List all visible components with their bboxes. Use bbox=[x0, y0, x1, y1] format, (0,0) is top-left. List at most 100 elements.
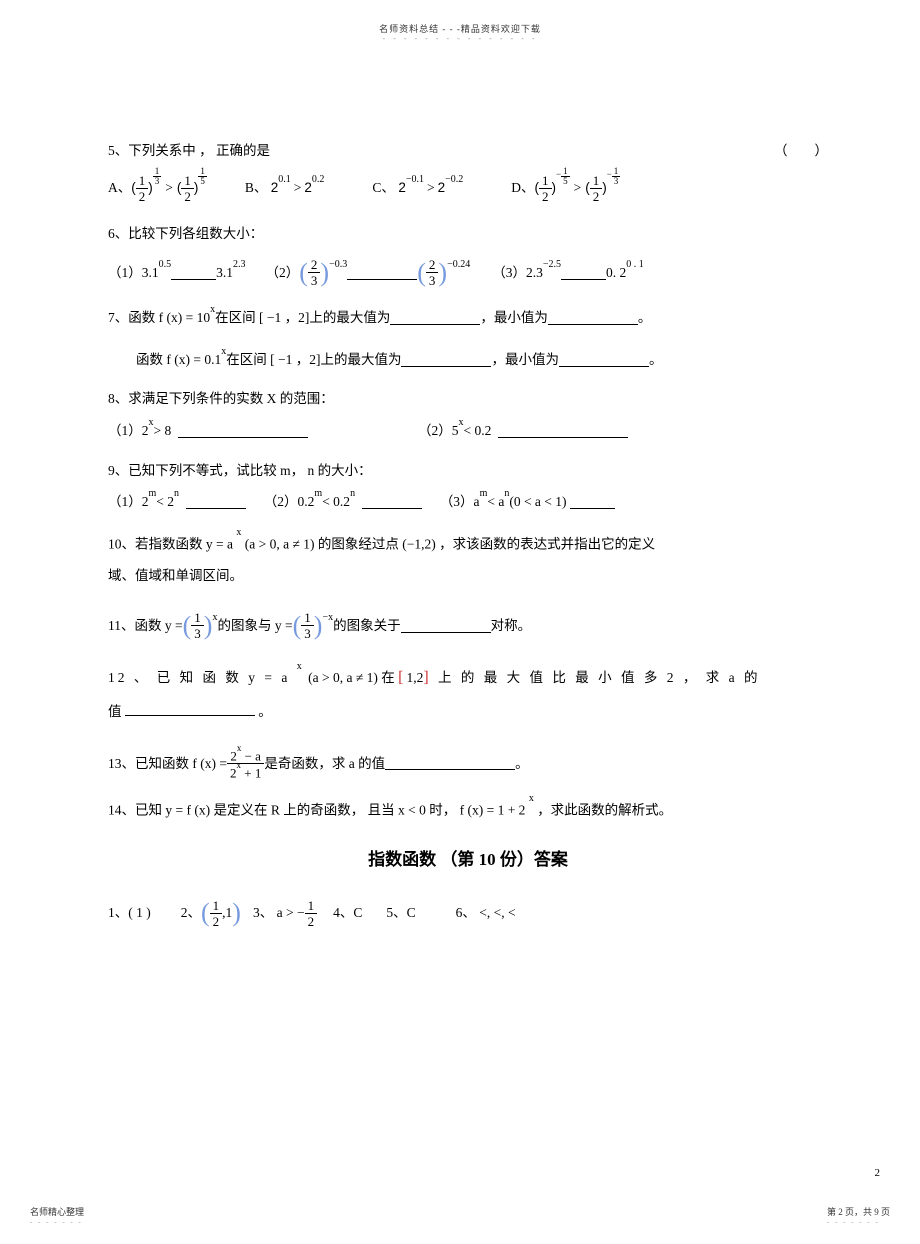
q6-p3-mid: 0. 2 bbox=[606, 262, 626, 284]
q8-p2-sup: x bbox=[459, 415, 464, 431]
answer-title: 指数函数 （第 10 份）答案 bbox=[108, 846, 828, 873]
c-sup1: −0.1 bbox=[406, 172, 424, 188]
optB-label: B、 bbox=[245, 177, 268, 199]
ans-6: 6、 <, <, < bbox=[456, 902, 516, 924]
b-base: 2 bbox=[271, 177, 279, 199]
q12-e: 。 bbox=[258, 704, 272, 719]
q5-prompt: 5、下列关系中 ， 正确的是 bbox=[108, 143, 270, 158]
q8-p2: （2）5 bbox=[418, 420, 459, 442]
ans-1: 1、( 1 ) bbox=[108, 902, 151, 924]
rparen-icon: ) bbox=[204, 613, 213, 639]
q11-b: 的图象与 y = bbox=[217, 615, 292, 637]
footer-dots: - - - - - - - bbox=[30, 1218, 84, 1226]
footer-dots: - - - - - - - bbox=[827, 1218, 890, 1226]
frac-num: 1 bbox=[136, 174, 149, 189]
lparen-icon: ( bbox=[183, 613, 192, 639]
ds: x bbox=[236, 760, 241, 770]
q6-p3-sup1: −2.5 bbox=[543, 257, 561, 273]
q6-p3-label: （3）2.3 bbox=[492, 262, 543, 284]
b-sup1: 0.1 bbox=[278, 172, 291, 188]
question-5: 5、下列关系中 ， 正确的是 （ ） A、 ( 12 ) 13 > ( 12 )… bbox=[108, 140, 828, 203]
blank bbox=[186, 495, 246, 509]
gt: > bbox=[574, 177, 582, 199]
optA-label: A、 bbox=[108, 177, 131, 199]
sup-n: n bbox=[174, 486, 179, 502]
q7-l2c: ，最小值为 bbox=[491, 349, 559, 371]
frac-den: 2 bbox=[181, 189, 194, 203]
q6-prompt: 6、比较下列各组数大小： bbox=[108, 223, 828, 245]
rparen-icon: ) bbox=[314, 613, 323, 639]
footer-right: 第 2 页，共 9 页 - - - - - - - bbox=[827, 1205, 890, 1226]
ans-2-comma: ,1 bbox=[222, 902, 232, 924]
q8-p1-gt: > 8 bbox=[154, 420, 172, 442]
sup-den: 5 bbox=[561, 177, 570, 186]
q6-p2-label: （2） bbox=[266, 262, 300, 284]
footer-right-text: 第 2 页，共 9 页 bbox=[827, 1205, 890, 1218]
frac-den: 2 bbox=[210, 914, 223, 928]
ans-3: 3、 a > − bbox=[253, 902, 305, 924]
c-sup2: −0.2 bbox=[445, 172, 463, 188]
q9-prompt: 9、已知下列不等式，试比较 m， n 的大小： bbox=[108, 460, 828, 482]
sup-n: n bbox=[504, 486, 509, 502]
q7-l2b: 在区间 [ −1 ，2]上的最大值为 bbox=[226, 349, 401, 371]
lparen-icon: ( bbox=[417, 260, 426, 286]
q11-a: 11、函数 y = bbox=[108, 615, 183, 637]
sup-x: x bbox=[236, 527, 241, 538]
q14-b: ，求此函数的解析式。 bbox=[537, 803, 672, 818]
blank bbox=[401, 619, 491, 633]
sup-den: 3 bbox=[153, 177, 162, 186]
question-10: 10、若指数函数 y = a x (a > 0, a ≠ 1) 的图象经过点 (… bbox=[108, 533, 828, 587]
blank bbox=[498, 424, 628, 438]
sup-x: x bbox=[212, 610, 217, 626]
q5-option-d: D、 ( 12 ) −15 > ( 12 ) −13 bbox=[511, 174, 620, 203]
sup-den: 3 bbox=[612, 177, 621, 186]
q7-sup: x bbox=[221, 344, 226, 360]
blank bbox=[362, 495, 422, 509]
frac-num: 2 bbox=[308, 258, 321, 273]
blank bbox=[125, 702, 255, 716]
blank bbox=[178, 424, 308, 438]
blank bbox=[347, 266, 417, 280]
question-7: 7、函数 f (x) = 10 x 在区间 [ −1 ，2]上的最大值为 ，最小… bbox=[108, 307, 828, 370]
question-6: 6、比较下列各组数大小： （1）3.1 0.5 3.1 2.3 （2） ( 23… bbox=[108, 223, 828, 288]
question-14: 14、已知 y = f (x) 是定义在 R 上的奇函数， 且当 x < 0 时… bbox=[108, 799, 828, 821]
sup-nx: −x bbox=[322, 610, 333, 626]
q5-option-a: A、 ( 12 ) 13 > ( 12 ) 15 bbox=[108, 174, 207, 203]
frac-num: 1 bbox=[181, 174, 194, 189]
q5-options: A、 ( 12 ) 13 > ( 12 ) 15 B、 2 0.1 > 2 0.… bbox=[108, 174, 828, 203]
frac-den: 3 bbox=[426, 273, 439, 287]
lparen-icon: ( bbox=[201, 900, 210, 926]
cond: (0 < a < 1) bbox=[509, 491, 566, 513]
b-base2: 2 bbox=[304, 177, 312, 199]
q6-p3-sup2: 0 . 1 bbox=[626, 257, 644, 273]
q7-l1c: ，最小值为 bbox=[480, 307, 548, 329]
q12-c: 上 的 最 大 值 比 最 小 值 多 2 ， 求 a 的 bbox=[438, 670, 761, 685]
frac-den: 2 bbox=[305, 914, 318, 928]
q7-l1a: 7、函数 f (x) = 10 bbox=[108, 307, 210, 329]
lt: < a bbox=[487, 491, 504, 513]
q7-sup: x bbox=[210, 302, 215, 318]
c-base: 2 bbox=[398, 177, 406, 199]
q14-a: 14、已知 y = f (x) 是定义在 R 上的奇函数， 且当 x < 0 时… bbox=[108, 803, 525, 818]
frac-den: 2 bbox=[136, 189, 149, 203]
gt: > bbox=[294, 177, 302, 199]
rparen-icon: ) bbox=[438, 260, 447, 286]
q8-p1: （1）2 bbox=[108, 420, 149, 442]
sup-den: 5 bbox=[198, 177, 207, 186]
gt: > bbox=[165, 177, 173, 199]
q6-p2-sup2: −0.24 bbox=[447, 257, 470, 273]
question-11: 11、函数 y = ( 13 ) x 的图象与 y = ( 13 ) −x 的图… bbox=[108, 611, 828, 640]
frac-num: 1 bbox=[301, 611, 314, 626]
frac-den: 3 bbox=[301, 626, 314, 640]
q12-d: 值 bbox=[108, 704, 122, 719]
q12-a: 12 、 已 知 函 数 y = a bbox=[108, 670, 290, 685]
q8-p1-sup: x bbox=[149, 415, 154, 431]
rparen-icon: ) bbox=[232, 900, 241, 926]
q5-option-b: B、 2 0.1 > 2 0.2 bbox=[245, 177, 325, 199]
blank bbox=[385, 756, 515, 770]
frac-num: 1 bbox=[590, 174, 603, 189]
sup-x: x bbox=[529, 793, 534, 804]
frac-den: 2 bbox=[539, 189, 552, 203]
q11-d: 对称。 bbox=[491, 615, 532, 637]
lparen-icon: ( bbox=[299, 260, 308, 286]
